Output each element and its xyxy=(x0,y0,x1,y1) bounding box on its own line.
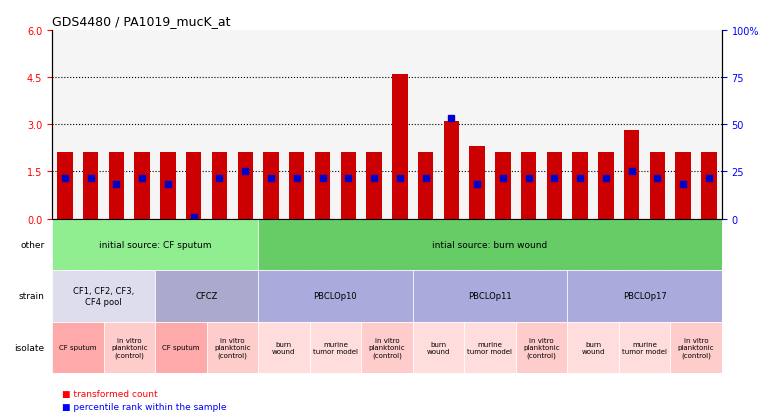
Bar xyxy=(83,153,98,219)
Bar xyxy=(418,153,433,219)
Text: murine
tumor model: murine tumor model xyxy=(467,341,512,354)
FancyBboxPatch shape xyxy=(52,271,155,322)
FancyBboxPatch shape xyxy=(618,322,670,373)
Text: PBCLOp10: PBCLOp10 xyxy=(313,292,358,301)
Bar xyxy=(701,153,717,219)
Text: CF sputum: CF sputum xyxy=(59,344,97,351)
Bar xyxy=(598,153,614,219)
FancyBboxPatch shape xyxy=(413,322,464,373)
Text: strain: strain xyxy=(19,292,44,301)
Bar xyxy=(392,74,408,219)
FancyBboxPatch shape xyxy=(155,322,207,373)
Text: burn
wound: burn wound xyxy=(581,341,604,354)
Text: CFCZ: CFCZ xyxy=(195,292,217,301)
Text: ■ percentile rank within the sample: ■ percentile rank within the sample xyxy=(62,402,227,411)
Bar xyxy=(263,153,279,219)
Bar xyxy=(624,131,639,219)
Bar xyxy=(366,153,382,219)
Text: GDS4480 / PA1019_mucK_at: GDS4480 / PA1019_mucK_at xyxy=(52,15,231,28)
Text: intial source: burn wound: intial source: burn wound xyxy=(433,240,547,249)
FancyBboxPatch shape xyxy=(104,322,155,373)
Text: in vitro
planktonic
(control): in vitro planktonic (control) xyxy=(111,337,148,358)
FancyBboxPatch shape xyxy=(258,271,413,322)
FancyBboxPatch shape xyxy=(155,271,258,322)
Text: in vitro
planktonic
(control): in vitro planktonic (control) xyxy=(214,337,251,358)
Text: CF1, CF2, CF3,
CF4 pool: CF1, CF2, CF3, CF4 pool xyxy=(73,287,134,306)
Text: murine
tumor model: murine tumor model xyxy=(313,341,358,354)
FancyBboxPatch shape xyxy=(567,271,722,322)
Bar xyxy=(289,153,304,219)
Bar xyxy=(315,153,330,219)
FancyBboxPatch shape xyxy=(515,322,567,373)
FancyBboxPatch shape xyxy=(52,322,104,373)
Text: in vitro
planktonic
(control): in vitro planktonic (control) xyxy=(368,337,406,358)
Bar xyxy=(212,153,228,219)
FancyBboxPatch shape xyxy=(258,322,310,373)
FancyBboxPatch shape xyxy=(413,271,567,322)
Text: initial source: CF sputum: initial source: CF sputum xyxy=(99,240,211,249)
Bar xyxy=(469,147,485,219)
Text: in vitro
planktonic
(control): in vitro planktonic (control) xyxy=(678,337,714,358)
Text: isolate: isolate xyxy=(14,343,44,352)
Text: CF sputum: CF sputum xyxy=(162,344,200,351)
Text: PBCLOp17: PBCLOp17 xyxy=(622,292,666,301)
Bar xyxy=(495,153,511,219)
Bar xyxy=(546,153,562,219)
Text: murine
tumor model: murine tumor model xyxy=(622,341,667,354)
Bar xyxy=(108,153,124,219)
Text: ■ transformed count: ■ transformed count xyxy=(62,389,158,399)
FancyBboxPatch shape xyxy=(464,322,515,373)
Text: other: other xyxy=(20,240,44,249)
FancyBboxPatch shape xyxy=(207,322,258,373)
Text: in vitro
planktonic
(control): in vitro planktonic (control) xyxy=(523,337,560,358)
Bar xyxy=(676,153,691,219)
Bar xyxy=(341,153,356,219)
Bar xyxy=(573,153,587,219)
Bar xyxy=(186,153,201,219)
FancyBboxPatch shape xyxy=(310,322,361,373)
Text: burn
wound: burn wound xyxy=(272,341,296,354)
FancyBboxPatch shape xyxy=(670,322,722,373)
Bar xyxy=(649,153,665,219)
Bar xyxy=(135,153,150,219)
Bar xyxy=(57,153,73,219)
Bar xyxy=(238,153,253,219)
Text: PBCLOp11: PBCLOp11 xyxy=(468,292,512,301)
Text: burn
wound: burn wound xyxy=(426,341,450,354)
Bar xyxy=(160,153,176,219)
Bar xyxy=(521,153,536,219)
FancyBboxPatch shape xyxy=(361,322,413,373)
Bar xyxy=(444,121,459,219)
FancyBboxPatch shape xyxy=(567,322,618,373)
FancyBboxPatch shape xyxy=(258,219,722,271)
FancyBboxPatch shape xyxy=(52,219,258,271)
